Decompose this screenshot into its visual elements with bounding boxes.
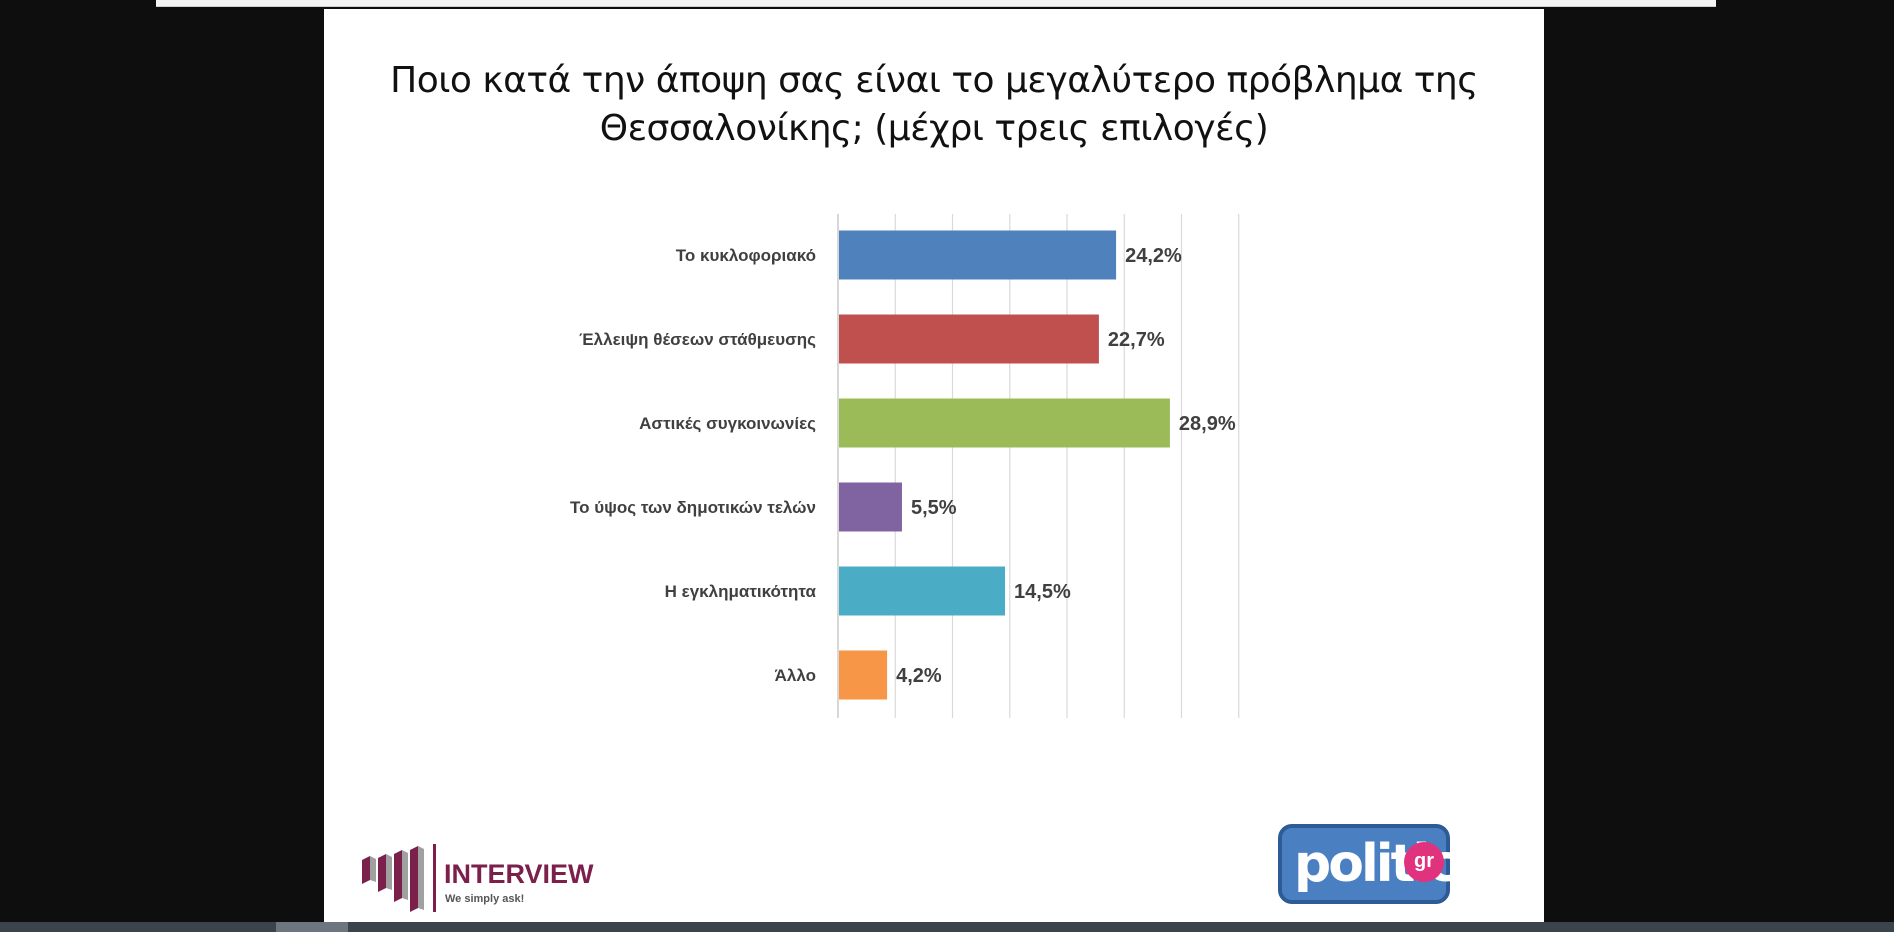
category-label: Αστικές συγκοινωνίες [639, 414, 816, 433]
bar [839, 482, 902, 532]
data-label: 28,9% [1179, 413, 1236, 435]
chart-title-line-1: Ποιο κατά την άποψη σας είναι το μεγαλύτ… [390, 60, 1478, 101]
category-label: Το κυκλοφοριακό [676, 246, 816, 265]
politic-gr-logo: politic gr [1278, 824, 1458, 904]
interview-logo-mark-icon [362, 844, 436, 912]
chart-title-line-2: Θεσσαλονίκης; (μέχρι τρεις επιλογές) [599, 108, 1269, 149]
data-label: 22,7% [1108, 329, 1165, 351]
politic-logo-badge: gr [1404, 842, 1444, 882]
slide: Ποιο κατά την άποψη σας είναι το μεγαλύτ… [324, 9, 1544, 922]
address-strip [156, 0, 1716, 7]
bar [839, 650, 888, 700]
scrollbar-thumb[interactable] [276, 922, 348, 932]
data-label: 24,2% [1125, 245, 1182, 267]
bar [839, 566, 1006, 616]
interview-name: INTERVIEW [444, 859, 594, 889]
category-label: Το ύψος των δημοτικών τελών [570, 498, 816, 517]
bottom-scrollbar[interactable] [0, 922, 1894, 932]
bar-chart: Το κυκλοφοριακό 24,2% Έλλειψη θέσεων στάθμ… [570, 214, 1240, 718]
data-label: 4,2% [896, 665, 942, 687]
category-label: Η εγκληματικότητα [665, 582, 817, 601]
chart-title: Ποιο κατά την άποψη σας είναι το μεγαλύτ… [324, 57, 1544, 153]
window-top-strip [0, 0, 1894, 8]
bar [839, 398, 1170, 448]
bar [839, 230, 1117, 280]
interview-logo: INTERVIEW We simply ask! [362, 844, 594, 912]
data-label: 14,5% [1014, 581, 1071, 603]
category-label: Άλλο [775, 666, 816, 685]
data-label: 5,5% [911, 497, 957, 519]
bar [839, 314, 1099, 364]
interview-tagline: We simply ask! [445, 893, 524, 905]
category-label: Έλλειψη θέσεων στάθμευσης [579, 330, 816, 349]
